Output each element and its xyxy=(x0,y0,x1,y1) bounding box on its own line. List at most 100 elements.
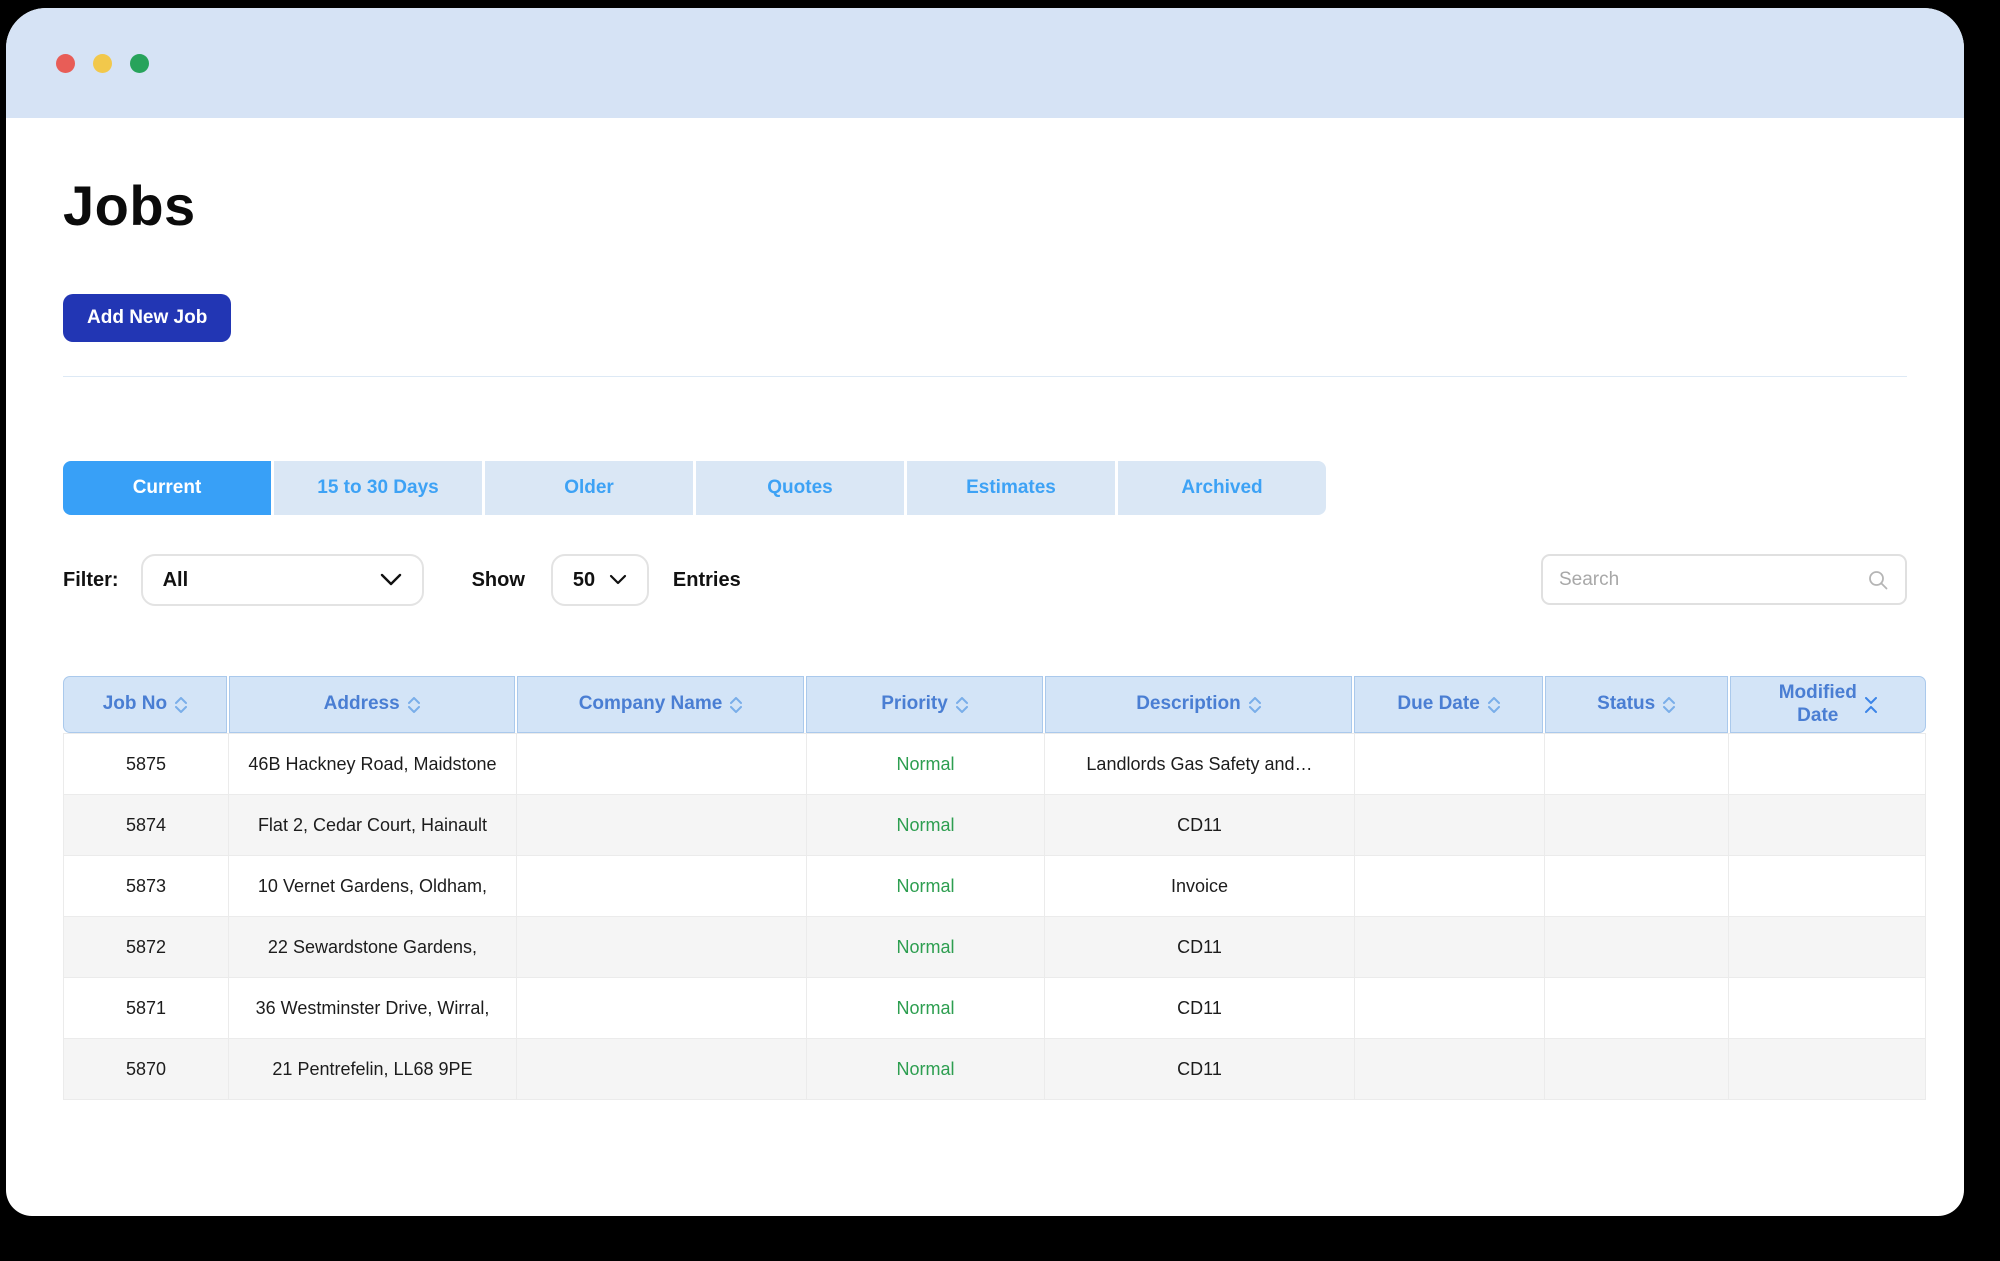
cell-priority: Normal xyxy=(806,855,1044,916)
column-label: Company Name xyxy=(578,693,723,715)
cell-description: CD11 xyxy=(1044,1038,1354,1099)
cell-description: CD11 xyxy=(1044,977,1354,1038)
cell-modified-date xyxy=(1728,733,1926,794)
filter-select[interactable]: All xyxy=(140,554,424,606)
jobs-table-body: 5875 46B Hackney Road, Maidstone Normal Lan… xyxy=(63,733,1926,1100)
column-header-due-date[interactable]: Due Date xyxy=(1354,676,1543,733)
column-header-address[interactable]: Address xyxy=(228,676,515,733)
column-label: Due Date xyxy=(1397,693,1480,715)
search-box xyxy=(1541,554,1907,605)
tab-quotes[interactable]: Quotes xyxy=(696,461,904,515)
cell-address: 21 Pentrefelin, LL68 9PE xyxy=(228,1038,516,1099)
column-header-status[interactable]: Status xyxy=(1544,676,1728,733)
column-header-description[interactable]: Description xyxy=(1044,676,1353,733)
cell-description: CD11 xyxy=(1044,916,1354,977)
cell-status xyxy=(1544,916,1728,977)
cell-status xyxy=(1544,977,1728,1038)
cell-status xyxy=(1544,1038,1728,1099)
cell-address: 36 Westminster Drive, Wirral, xyxy=(228,977,516,1038)
tab-15-to-30-days[interactable]: 15 to 30 Days xyxy=(274,461,482,515)
column-header-priority[interactable]: Priority xyxy=(806,676,1043,733)
cell-due-date xyxy=(1354,977,1544,1038)
cell-priority: Normal xyxy=(806,916,1044,977)
cell-priority: Normal xyxy=(806,794,1044,855)
cell-description: Invoice xyxy=(1044,855,1354,916)
sort-arrows-icon xyxy=(1663,696,1676,713)
show-label: Show xyxy=(471,568,525,591)
column-label: Description xyxy=(1136,693,1241,715)
table-row[interactable]: 5873 10 Vernet Gardens, Oldham, Normal Invo… xyxy=(63,855,1926,916)
tab-estimates[interactable]: Estimates xyxy=(907,461,1115,515)
close-window-icon[interactable] xyxy=(56,53,75,73)
cell-job-no: 5875 xyxy=(63,733,228,794)
section-divider xyxy=(63,376,1907,377)
table-row[interactable]: 5870 21 Pentrefelin, LL68 9PE Normal CD11 xyxy=(63,1038,1926,1099)
cell-company xyxy=(516,855,806,916)
cell-due-date xyxy=(1354,855,1544,916)
page-title: Jobs xyxy=(63,174,196,237)
cell-modified-date xyxy=(1728,916,1926,977)
sort-arrows-icon xyxy=(730,696,743,713)
cell-priority: Normal xyxy=(806,733,1044,794)
filter-selected-value: All xyxy=(162,568,189,591)
entries-label: Entries xyxy=(672,568,741,591)
window-titlebar xyxy=(6,8,1964,118)
sort-arrows-icon xyxy=(955,696,968,713)
cell-job-no: 5874 xyxy=(63,794,228,855)
cell-job-no: 5872 xyxy=(63,916,228,977)
column-header-modified-date[interactable]: Modified Date xyxy=(1729,676,1927,733)
cell-priority: Normal xyxy=(806,977,1044,1038)
traffic-lights xyxy=(56,53,149,73)
cell-address: 10 Vernet Gardens, Oldham, xyxy=(228,855,516,916)
cell-company xyxy=(516,794,806,855)
column-header-company-name[interactable]: Company Name xyxy=(516,676,805,733)
table-row[interactable]: 5872 22 Sewardstone Gardens, Normal CD11 xyxy=(63,916,1926,977)
search-icon xyxy=(1869,570,1888,589)
search-input[interactable] xyxy=(1559,568,1867,591)
table-row[interactable]: 5874 Flat 2, Cedar Court, Hainault Normal C… xyxy=(63,794,1926,855)
tab-archived[interactable]: Archived xyxy=(1118,461,1326,515)
column-label: Priority xyxy=(881,693,948,715)
cell-company xyxy=(516,977,806,1038)
jobs-table-header: Job No Address Company Name Priority Des… xyxy=(63,676,1927,733)
add-new-job-button[interactable]: Add New Job xyxy=(63,294,232,342)
entries-selected-value: 50 xyxy=(572,568,596,591)
filter-label: Filter: xyxy=(63,568,119,591)
chevron-down-icon xyxy=(380,573,401,586)
chevron-down-icon xyxy=(609,574,627,585)
cell-due-date xyxy=(1354,916,1544,977)
cell-modified-date xyxy=(1728,794,1926,855)
cell-modified-date xyxy=(1728,1038,1926,1099)
cell-description: Landlords Gas Safety and… xyxy=(1044,733,1354,794)
table-row[interactable]: 5871 36 Westminster Drive, Wirral, Normal C… xyxy=(63,977,1926,1038)
column-label: Job No xyxy=(102,693,168,715)
cell-address: Flat 2, Cedar Court, Hainault xyxy=(228,794,516,855)
page-content: Jobs Add New Job Current 15 to 30 Days Old… xyxy=(6,173,1964,1100)
zoom-window-icon[interactable] xyxy=(130,53,149,73)
cell-company xyxy=(516,733,806,794)
sort-arrows-icon xyxy=(1864,696,1877,713)
jobs-table: Job No Address Company Name Priority Des… xyxy=(63,676,1927,1100)
tab-older[interactable]: Older xyxy=(485,461,693,515)
cell-status xyxy=(1544,733,1728,794)
cell-status xyxy=(1544,855,1728,916)
cell-due-date xyxy=(1354,1038,1544,1099)
cell-modified-date xyxy=(1728,977,1926,1038)
column-label: Address xyxy=(323,693,400,715)
sort-arrows-icon xyxy=(175,696,188,713)
sort-arrows-icon xyxy=(1248,696,1261,713)
entries-count-select[interactable]: 50 xyxy=(550,554,649,606)
table-row[interactable]: 5875 46B Hackney Road, Maidstone Normal Lan… xyxy=(63,733,1926,794)
column-header-job-no[interactable]: Job No xyxy=(63,676,227,733)
jobs-tab-bar: Current 15 to 30 Days Older Quotes Estimates… xyxy=(63,461,1326,515)
cell-address: 46B Hackney Road, Maidstone xyxy=(228,733,516,794)
minimize-window-icon[interactable] xyxy=(93,53,112,73)
tab-current[interactable]: Current xyxy=(63,461,271,515)
cell-due-date xyxy=(1354,733,1544,794)
cell-description: CD11 xyxy=(1044,794,1354,855)
sort-arrows-icon xyxy=(407,696,420,713)
cell-job-no: 5871 xyxy=(63,977,228,1038)
cell-modified-date xyxy=(1728,855,1926,916)
cell-company xyxy=(516,1038,806,1099)
cell-job-no: 5873 xyxy=(63,855,228,916)
